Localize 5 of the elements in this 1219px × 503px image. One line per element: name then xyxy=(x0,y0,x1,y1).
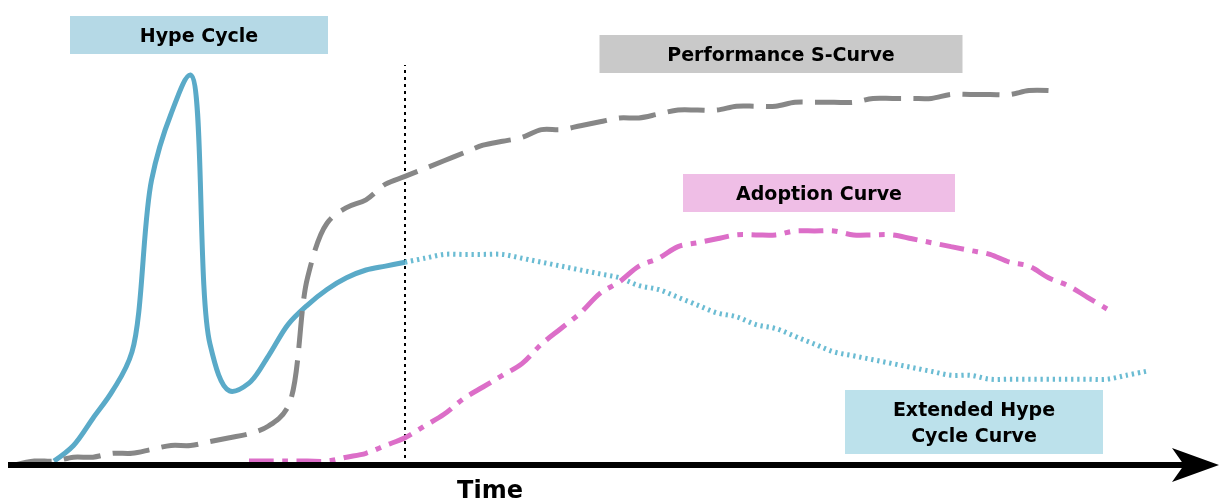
text: Hype Cycle xyxy=(139,24,259,46)
series-label: Adoption Curve xyxy=(736,182,902,204)
x-axis-title: Time xyxy=(457,476,523,503)
series-label: Extended Hype Cycle Curve xyxy=(892,398,1056,446)
series-label: Performance S-Curve xyxy=(667,43,895,65)
